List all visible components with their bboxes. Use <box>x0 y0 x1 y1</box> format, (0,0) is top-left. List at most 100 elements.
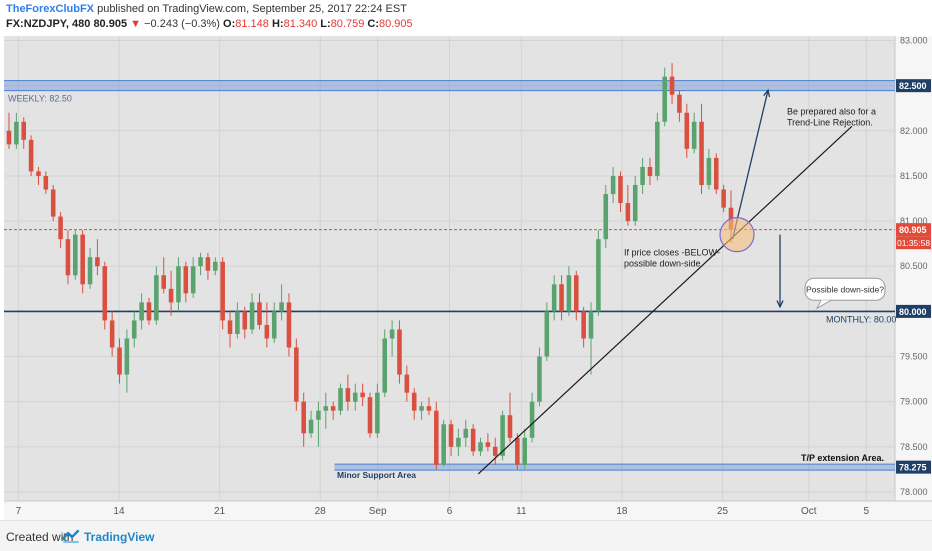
publish-line: TheForexClubFX published on TradingView.… <box>6 3 407 15</box>
price-tick-label: 79.000 <box>900 397 928 407</box>
candle-body <box>507 415 513 438</box>
candle-body <box>65 239 71 276</box>
price-tick-label: 82.000 <box>900 126 928 136</box>
candle <box>21 117 27 149</box>
candle-body <box>404 374 410 393</box>
candle <box>323 392 329 429</box>
candle <box>168 270 174 316</box>
time-axis-background <box>4 501 932 520</box>
candle-body <box>588 311 594 339</box>
arrow-head <box>763 88 771 98</box>
candle <box>721 184 726 213</box>
monthly-price-tag-text: 80.000 <box>899 307 927 317</box>
candle-body <box>706 157 712 185</box>
candle-body <box>257 302 262 325</box>
candle-body <box>492 446 498 456</box>
candle <box>176 257 181 312</box>
candle <box>65 230 71 285</box>
candle-body <box>271 311 277 339</box>
candle <box>596 230 601 316</box>
candle-body <box>655 121 660 176</box>
tradingview-brand-link[interactable]: TradingView <box>84 530 155 544</box>
monthly-level-label: MONTHLY: 80.00 <box>826 314 896 324</box>
candle <box>43 171 49 195</box>
candle <box>117 338 122 384</box>
price-tick-label: 83.000 <box>900 36 928 46</box>
candle <box>463 419 469 447</box>
candle-body <box>205 257 211 271</box>
down-arrow-icon: ▼ <box>130 18 142 30</box>
weekly-price-tag-text: 82.500 <box>899 81 927 91</box>
time-tick-label: 11 <box>516 506 527 517</box>
price-tick-label: 81.500 <box>900 171 928 181</box>
candle-body <box>559 284 564 312</box>
symbol-interval[interactable]: FX:NZDJPY, 480 <box>6 18 91 30</box>
candle <box>551 275 557 321</box>
candle-body <box>102 266 108 321</box>
candle <box>669 63 675 104</box>
candle <box>58 212 63 249</box>
candle <box>544 302 550 362</box>
support-zone <box>334 464 896 471</box>
candle-body <box>28 139 34 172</box>
candle-body <box>50 189 56 217</box>
candle <box>588 302 594 375</box>
weekly-price-tag: 82.500 <box>896 79 931 93</box>
candle <box>308 410 314 438</box>
candle-body <box>227 320 233 334</box>
price-tick-label: 81.000 <box>900 216 928 226</box>
candle <box>492 437 498 465</box>
candle <box>271 302 277 343</box>
candle <box>684 103 690 158</box>
candle-body <box>139 302 144 321</box>
candle <box>507 392 513 443</box>
candle <box>316 401 321 447</box>
candle-body <box>677 94 682 113</box>
candle <box>662 67 667 127</box>
candle <box>691 112 697 154</box>
candle-body <box>713 157 719 190</box>
candle <box>95 239 100 276</box>
candle <box>190 257 196 298</box>
price-chart[interactable]: Possible down-side? Be prepared also for … <box>0 34 932 520</box>
candle <box>28 135 34 176</box>
candle-body <box>618 175 623 204</box>
candle <box>397 320 402 384</box>
time-tick-label: 14 <box>113 506 125 517</box>
upside-note-line: Be prepared also for a <box>787 107 876 117</box>
arrow-head <box>776 300 784 309</box>
candle-body <box>323 406 329 411</box>
candle-body <box>691 121 697 149</box>
candle <box>345 374 351 411</box>
candle-body <box>95 257 100 267</box>
candle <box>338 383 343 416</box>
callout-text: Possible down-side? <box>806 284 884 294</box>
candle-body <box>456 437 461 447</box>
candle-body <box>43 175 49 190</box>
downside-arrow <box>776 234 784 309</box>
close-value: 80.905 <box>379 18 413 30</box>
candle-body <box>154 275 159 321</box>
price-change: −0.243 (−0.3%) <box>144 18 220 30</box>
candle <box>139 293 144 330</box>
candle-body <box>87 257 93 285</box>
candle <box>183 261 189 303</box>
monthly-price-tag: 80.000 <box>896 304 931 318</box>
candle-body <box>301 401 306 434</box>
author-link[interactable]: TheForexClubFX <box>6 3 95 15</box>
candle-body <box>375 392 380 434</box>
candle-body <box>124 338 130 375</box>
drawings-layer <box>477 88 886 475</box>
candle <box>603 184 609 249</box>
candle-body <box>574 275 579 312</box>
candle <box>73 230 78 280</box>
candle <box>382 329 388 398</box>
weekly-price-tag-bg <box>896 79 931 93</box>
candle-body <box>117 347 122 375</box>
candle <box>448 419 454 456</box>
weekly-level-label: WEEKLY: 82.50 <box>8 94 72 104</box>
candle <box>677 90 682 122</box>
candle <box>441 419 446 467</box>
candle-body <box>382 338 388 393</box>
candle-body <box>36 171 41 176</box>
